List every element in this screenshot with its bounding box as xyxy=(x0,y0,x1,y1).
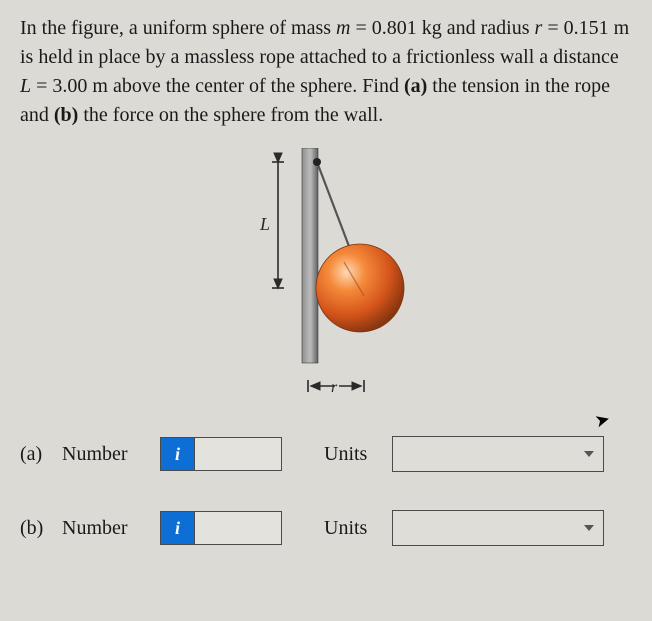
figure-container: L r xyxy=(20,148,632,408)
dimension-L-label: L xyxy=(259,214,270,234)
wall xyxy=(302,148,318,363)
physics-figure: L r xyxy=(216,148,436,408)
dimension-r-label: r xyxy=(331,379,338,396)
info-icon[interactable]: i xyxy=(160,511,194,545)
part-b-label: (b) xyxy=(20,517,62,540)
rope-attach-point xyxy=(313,158,321,166)
answer-row-b: (b) Number i Units xyxy=(20,510,632,546)
units-label-b: Units xyxy=(324,517,392,540)
number-label-b: Number xyxy=(62,517,160,540)
units-select-a[interactable] xyxy=(392,436,604,472)
number-label-a: Number xyxy=(62,443,160,466)
mouse-cursor-icon: ➤ xyxy=(593,408,613,432)
problem-statement: In the figure, a uniform sphere of mass … xyxy=(20,14,632,130)
number-input-a[interactable] xyxy=(194,437,282,471)
part-a-label: (a) xyxy=(20,443,62,466)
answer-row-a: (a) Number i Units xyxy=(20,436,632,472)
info-icon[interactable]: i xyxy=(160,437,194,471)
units-label-a: Units xyxy=(324,443,392,466)
number-input-b[interactable] xyxy=(194,511,282,545)
units-select-b[interactable] xyxy=(392,510,604,546)
